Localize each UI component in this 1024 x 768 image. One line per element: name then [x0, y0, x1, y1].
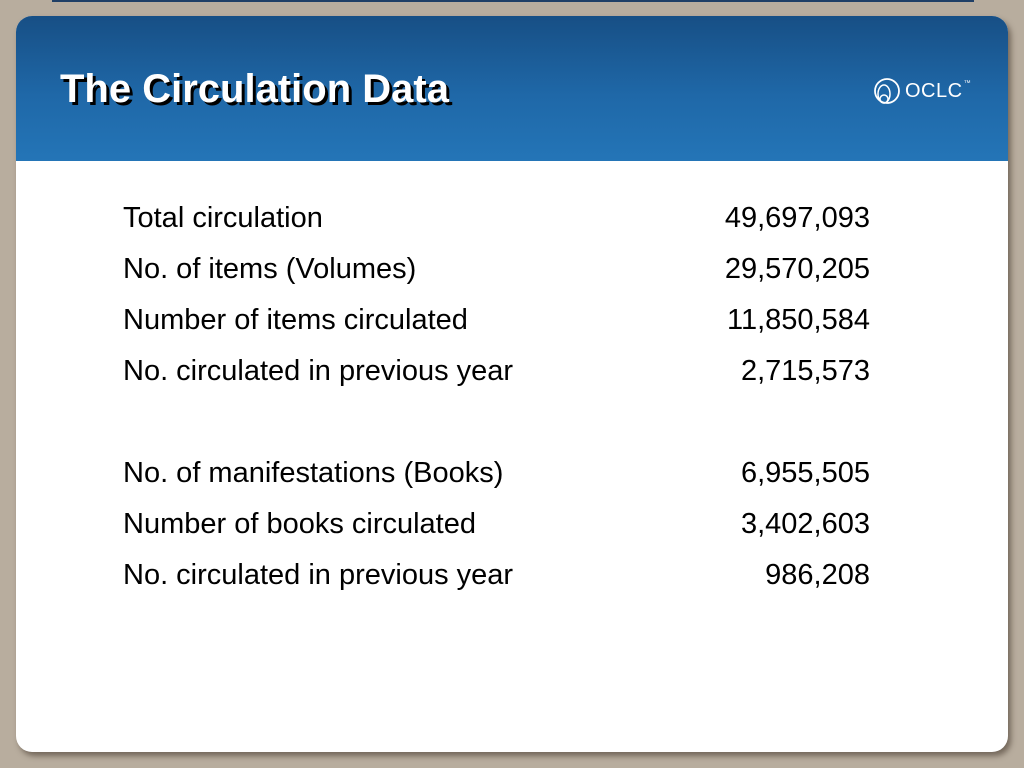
stat-row-items-circulated: Number of items circulated 11,850,584 [123, 295, 870, 346]
stat-value: 11,850,584 [727, 304, 870, 336]
stat-value: 2,715,573 [740, 355, 870, 387]
stat-value: 986,208 [765, 559, 870, 591]
stat-label: Number of items circulated [123, 304, 468, 336]
circulation-stats: Total circulation 49,697,093 No. of item… [123, 193, 870, 601]
stat-value: 49,697,093 [724, 202, 870, 234]
oclc-globe-icon [874, 78, 900, 104]
stat-label: No. circulated in previous year [123, 355, 514, 387]
stat-row-books-circulated: Number of books circulated 3,402,603 [123, 499, 870, 550]
stat-row-manifestations-books: No. of manifestations (Books) 6,955,505 [123, 448, 870, 499]
stat-value: 6,955,505 [740, 457, 870, 489]
slide-title: The Circulation Data [60, 67, 449, 111]
oclc-logo: OCLC ™ [872, 74, 971, 108]
stat-value: 29,570,205 [724, 253, 870, 285]
stat-label: No. of manifestations (Books) [123, 457, 504, 489]
top-rule [52, 0, 974, 2]
slide: The Circulation Data OCLC ™ Total circul… [16, 16, 1008, 752]
stat-row-total-circulation: Total circulation 49,697,093 [123, 193, 870, 244]
stat-label: No. of items (Volumes) [123, 253, 417, 285]
title-banner: The Circulation Data OCLC ™ [16, 16, 1008, 161]
stat-value: 3,402,603 [740, 508, 870, 540]
stat-row-books-previous-year: No. circulated in previous year 986,208 [123, 550, 870, 601]
oclc-logo-text: OCLC [905, 79, 963, 102]
stat-row-items-previous-year: No. circulated in previous year 2,715,57… [123, 346, 870, 397]
stat-label: Total circulation [123, 202, 323, 234]
trademark-symbol: ™ [963, 80, 971, 87]
stat-label: No. circulated in previous year [123, 559, 514, 591]
stat-label: Number of books circulated [123, 508, 476, 540]
stat-row-items-volumes: No. of items (Volumes) 29,570,205 [123, 244, 870, 295]
group-spacer [123, 397, 870, 448]
